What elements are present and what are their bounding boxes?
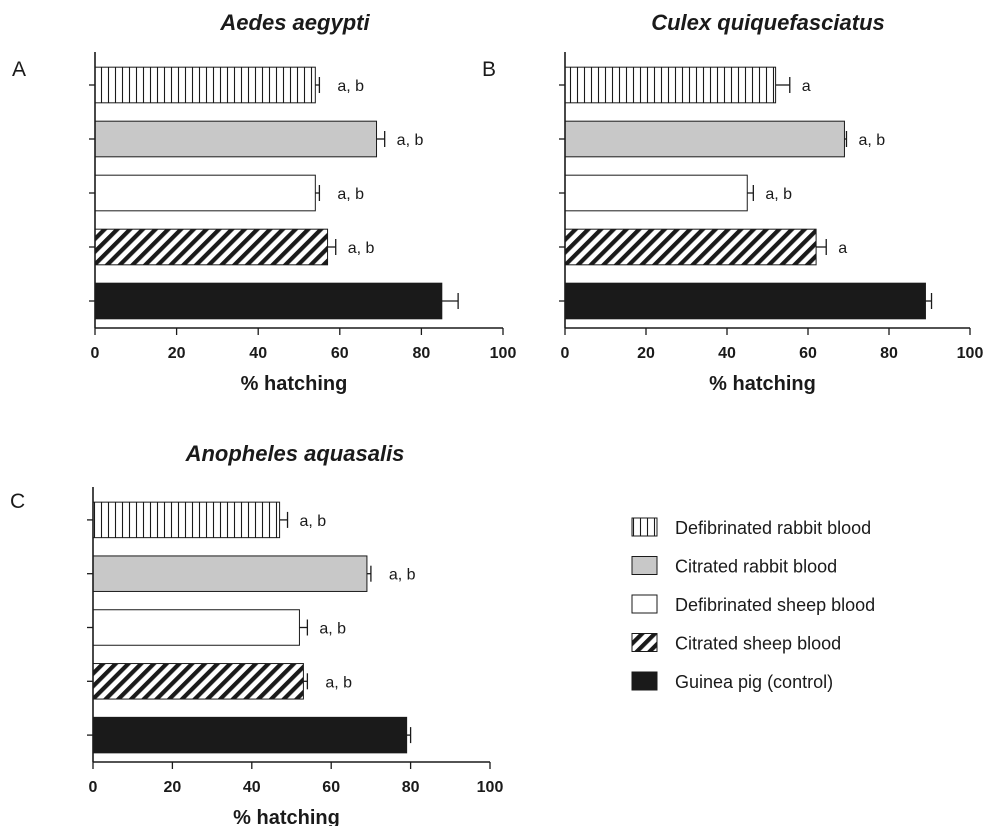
panel-c-bar-3 xyxy=(92,609,300,646)
panel-a-sig-label-3: a, b xyxy=(337,186,364,203)
panel-b-sig-label-1: a xyxy=(802,78,811,95)
panel-b-sig-label-2: a, b xyxy=(858,132,885,149)
panel-b: Culex quiquefasciatus Ba a, b a, b a 0 20 40 60 8… xyxy=(482,10,983,395)
panel-c-bar-5 xyxy=(92,716,408,754)
legend-label-3: Defibrinated sheep blood xyxy=(675,595,875,615)
legend: Defibrinated rabbit blood Citrated rabbit… xyxy=(631,517,875,692)
panel-c-sig-label-4: a, b xyxy=(325,674,352,691)
panel-a-x-axis-label: % hatching xyxy=(241,373,348,395)
panel-a-error-bar-4 xyxy=(327,239,337,255)
panel-b-letter: B xyxy=(482,58,496,81)
panel-c-x-tick-label-1: 0 xyxy=(89,779,98,796)
panel-c-error-bar-3 xyxy=(299,619,309,636)
panel-a-bar-4 xyxy=(94,228,329,266)
panel-b-x-tick-label-5: 80 xyxy=(880,345,898,362)
legend-item-5: Guinea pig (control) xyxy=(631,671,833,692)
panel-a-title: Aedes aegypti xyxy=(219,10,370,35)
legend-label-2: Citrated rabbit blood xyxy=(675,557,837,577)
panel-a: Aedes aegypti Aa, b a, b a, b a, b 0 20 40 60 80 1… xyxy=(12,10,516,395)
panel-b-x-tick-label-2: 20 xyxy=(637,345,655,362)
panel-c: Anopheles aquasalis Ca, b a, b a, b a, b 0 20 4… xyxy=(10,441,503,826)
panel-c-error-bar-4 xyxy=(303,673,309,690)
legend-swatch-1 xyxy=(631,517,658,537)
panel-a-bar-2 xyxy=(94,120,378,158)
panel-b-error-bar-4 xyxy=(816,239,827,255)
panel-a-x-tick-label-1: 0 xyxy=(91,345,100,362)
legend-label-1: Defibrinated rabbit blood xyxy=(675,518,871,538)
panel-c-x-axis-label: % hatching xyxy=(233,807,340,826)
legend-item-3: Defibrinated sheep blood xyxy=(631,594,875,615)
panel-b-title: Culex quiquefasciatus xyxy=(651,10,885,35)
panel-b-bar-4 xyxy=(564,228,817,266)
legend-swatch-5 xyxy=(631,671,658,691)
legend-item-1: Defibrinated rabbit blood xyxy=(631,517,871,538)
panel-c-error-bar-5 xyxy=(406,727,412,744)
legend-item-4: Citrated sheep blood xyxy=(631,633,841,654)
panel-b-sig-label-4: a xyxy=(838,240,847,257)
panel-a-x-tick-label-4: 60 xyxy=(331,345,349,362)
panel-c-bar-1 xyxy=(92,501,281,539)
panel-a-x-tick-label-3: 40 xyxy=(249,345,267,362)
panel-c-bar-2 xyxy=(92,555,368,592)
panel-b-x-tick-label-3: 40 xyxy=(718,345,736,362)
legend-label-5: Guinea pig (control) xyxy=(675,672,833,692)
panel-b-bar-2 xyxy=(564,120,845,158)
panel-c-x-tick-label-3: 40 xyxy=(243,779,261,796)
panel-a-sig-label-4: a, b xyxy=(348,240,375,257)
panel-c-x-tick-label-4: 60 xyxy=(322,779,340,796)
panel-b-x-tick-label-6: 100 xyxy=(957,345,984,362)
panel-a-bar-1 xyxy=(94,66,316,104)
panel-a-error-bar-1 xyxy=(315,77,321,93)
panel-c-x-tick-label-2: 20 xyxy=(164,779,182,796)
panel-b-bar-5 xyxy=(564,282,926,320)
panel-c-x-tick-label-6: 100 xyxy=(477,779,504,796)
panel-b-sig-label-3: a, b xyxy=(765,186,792,203)
panel-a-sig-label-1: a, b xyxy=(337,78,364,95)
legend-label-4: Citrated sheep blood xyxy=(675,634,841,654)
panel-b-error-bar-3 xyxy=(747,185,754,201)
panel-b-bar-1 xyxy=(564,66,777,104)
panel-c-bar-4 xyxy=(92,663,304,700)
panel-a-error-bar-3 xyxy=(315,185,321,201)
panel-a-x-tick-label-2: 20 xyxy=(168,345,186,362)
panel-a-error-bar-5 xyxy=(441,293,459,309)
legend-item-2: Citrated rabbit blood xyxy=(631,556,837,577)
panel-c-error-bar-2 xyxy=(366,565,372,582)
legend-swatch-2 xyxy=(631,556,658,575)
panel-a-x-tick-label-5: 80 xyxy=(413,345,431,362)
panel-c-sig-label-2: a, b xyxy=(389,567,416,584)
panel-b-error-bar-1 xyxy=(775,77,791,93)
panel-b-error-bar-5 xyxy=(925,293,933,309)
panel-a-x-tick-label-6: 100 xyxy=(490,345,517,362)
panel-a-bar-5 xyxy=(94,282,443,320)
panel-b-x-axis-label: % hatching xyxy=(709,373,816,395)
panel-a-letter: A xyxy=(12,58,26,81)
panel-c-error-bar-1 xyxy=(279,511,289,528)
panel-c-sig-label-3: a, b xyxy=(319,621,346,638)
legend-swatch-4 xyxy=(631,633,658,652)
panel-a-error-bar-2 xyxy=(376,131,386,147)
panel-b-x-tick-label-4: 60 xyxy=(799,345,817,362)
panel-c-letter: C xyxy=(10,490,25,513)
panel-c-sig-label-1: a, b xyxy=(300,513,327,530)
panel-c-x-tick-label-5: 80 xyxy=(402,779,420,796)
panel-a-sig-label-2: a, b xyxy=(397,132,424,149)
legend-swatch-3 xyxy=(631,594,658,614)
panel-b-x-tick-label-1: 0 xyxy=(561,345,570,362)
panel-b-bar-3 xyxy=(564,174,748,212)
panel-c-title: Anopheles aquasalis xyxy=(185,441,405,466)
panel-b-error-bar-2 xyxy=(844,131,848,147)
panel-a-bar-3 xyxy=(94,174,316,212)
